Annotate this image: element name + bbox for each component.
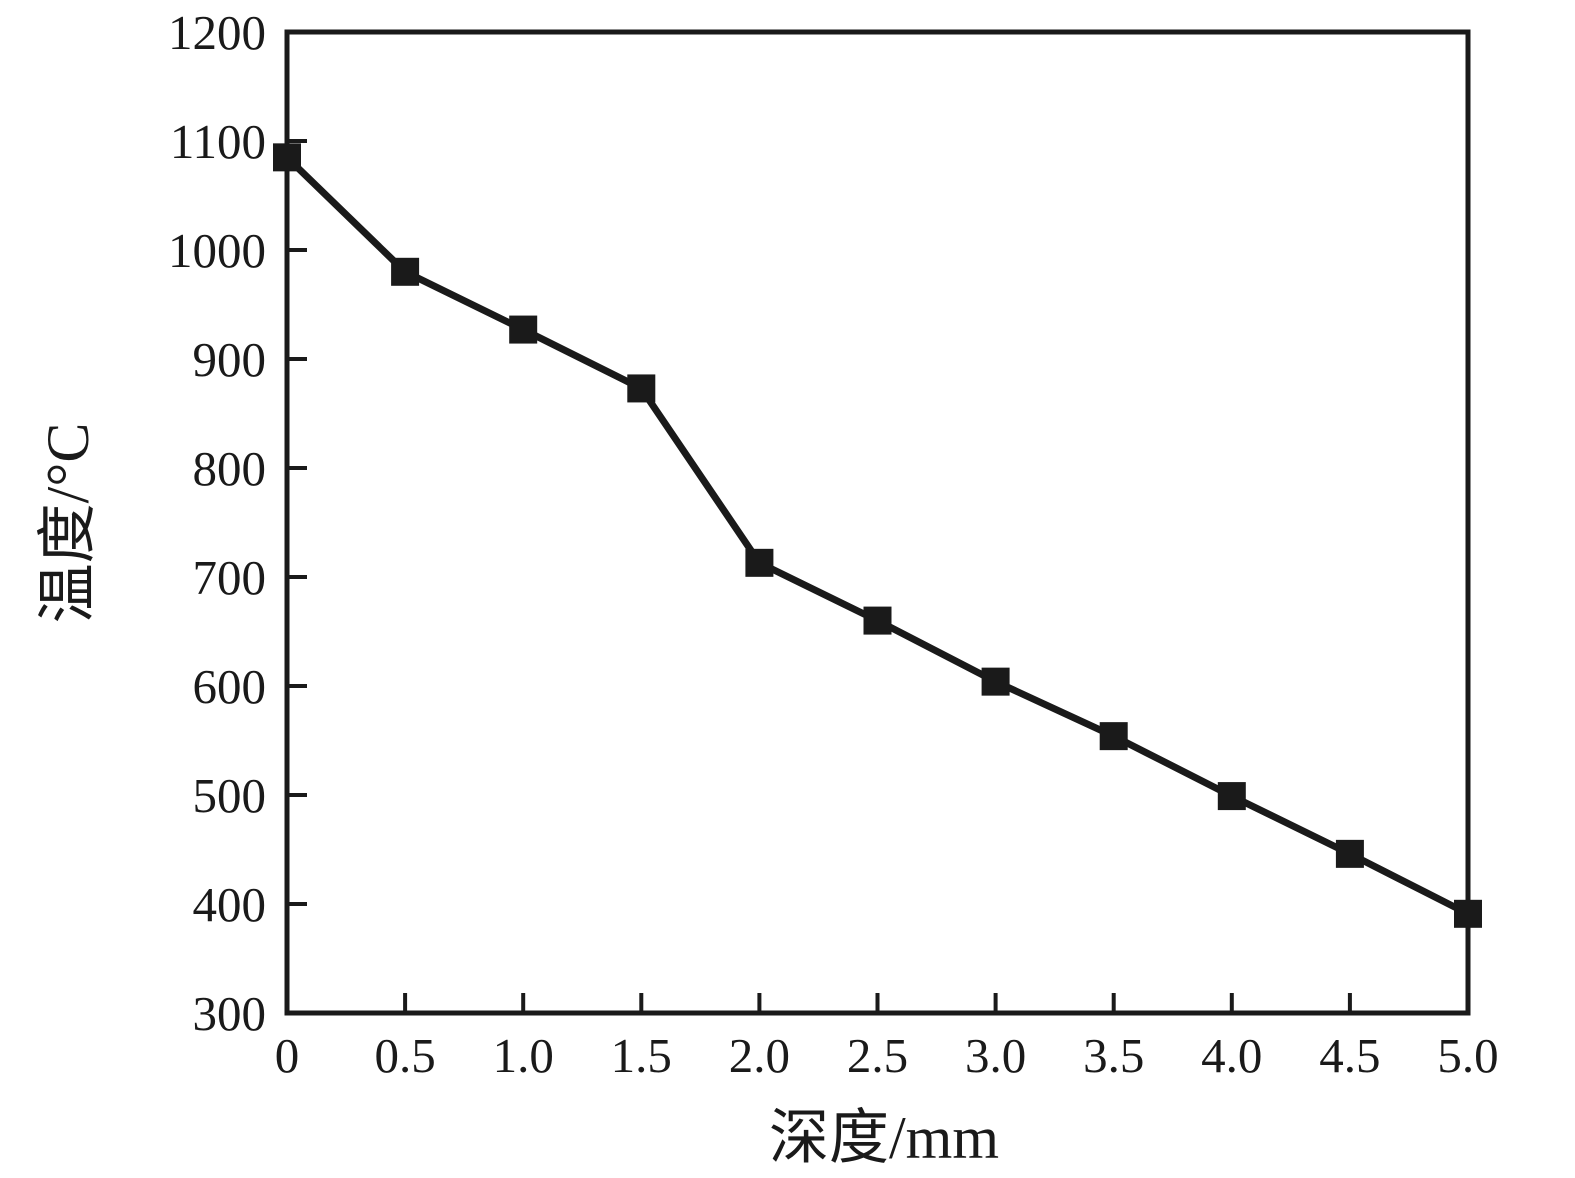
y-axis-tick-label: 1000	[168, 223, 266, 278]
x-axis-tick-label: 5.0	[1437, 1028, 1498, 1083]
data-point-marker	[273, 143, 301, 172]
x-axis-tick-label: 1.5	[611, 1028, 672, 1083]
y-axis-tick-label: 500	[193, 768, 267, 823]
x-axis-tick-label: 4.0	[1201, 1028, 1262, 1083]
x-axis-title: 深度/mm	[769, 1105, 999, 1171]
data-point-marker	[1099, 722, 1128, 751]
x-axis-tick-label: 0	[275, 1028, 300, 1083]
data-point-marker	[391, 257, 420, 286]
data-point-marker	[863, 606, 892, 635]
x-axis-tick-label: 3.0	[965, 1028, 1026, 1083]
x-axis-tick-label: 2.5	[847, 1028, 908, 1083]
y-axis-tick-label: 900	[193, 332, 267, 387]
y-axis-tick-label: 700	[193, 550, 267, 605]
data-point-marker	[981, 667, 1010, 696]
y-axis-tick-label: 1200	[168, 5, 266, 60]
data-point-marker	[745, 548, 774, 577]
data-point-marker	[509, 315, 538, 344]
data-point-marker	[1217, 782, 1246, 811]
y-axis-tick-label: 300	[193, 986, 267, 1041]
y-axis-tick-label: 600	[193, 659, 267, 714]
x-axis-tick-label: 2.0	[729, 1028, 790, 1083]
data-point-marker	[627, 374, 656, 403]
y-axis-title: 温度/°C	[35, 423, 101, 624]
data-point-marker	[1335, 839, 1364, 868]
x-axis-tick-label: 4.5	[1319, 1028, 1380, 1083]
x-axis-tick-label: 3.5	[1083, 1028, 1144, 1083]
series-line	[284, 154, 1470, 917]
y-axis-tick-label: 800	[193, 441, 267, 496]
x-axis-tick-label: 1.0	[493, 1028, 554, 1083]
plot-border	[284, 29, 1471, 1016]
x-axis-tick-label: 0.5	[374, 1028, 435, 1083]
y-axis-tick-label: 1100	[170, 114, 266, 169]
y-axis-tick-label: 400	[193, 877, 267, 932]
data-point-marker	[1454, 899, 1482, 928]
plot-area: 0 0.5 1.0 1.5 2.0 2.5 3.0 3.5 4.0 4.5 5.0 300 400 500…	[168, 5, 1499, 1083]
